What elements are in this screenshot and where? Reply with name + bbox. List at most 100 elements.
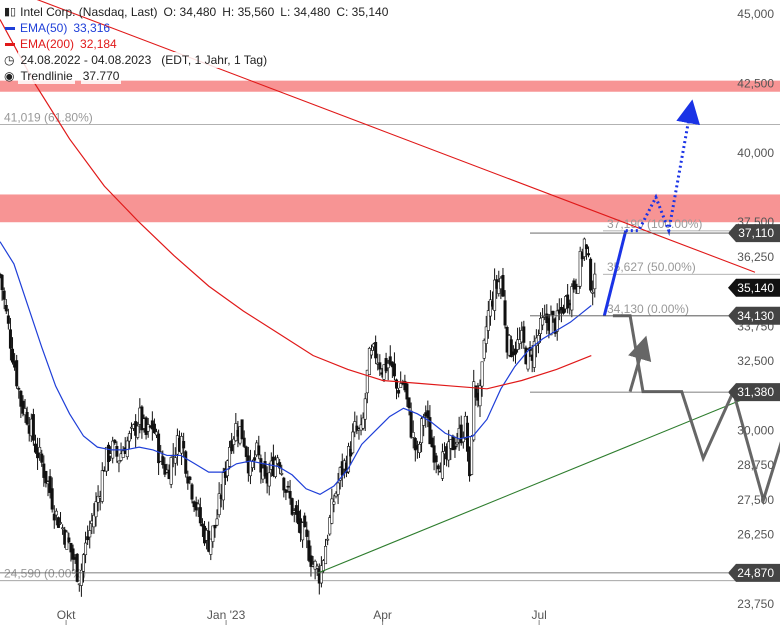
candle-body	[2, 290, 6, 300]
candle-body	[0, 273, 2, 276]
candle-body	[52, 513, 56, 521]
candle-body	[81, 554, 85, 572]
candle-body	[284, 489, 288, 493]
candle-body	[44, 470, 48, 484]
fib-label-4: 24,590 (0.00%)	[4, 567, 86, 581]
interval: (EDT, 1 Jahr, 1 Tag)	[159, 52, 270, 68]
candle-body	[309, 555, 313, 567]
candle-body	[324, 545, 328, 565]
candle-body	[211, 525, 215, 542]
candle-body	[48, 476, 52, 493]
candle-body	[117, 460, 121, 464]
price-tag-label-4: 24,870	[737, 566, 774, 580]
candle-body	[36, 448, 40, 459]
candle-body	[363, 398, 367, 420]
price-tag-label-1: 35,140	[737, 281, 774, 295]
y-tick-12: 23,750	[737, 597, 774, 611]
legend-range-row: ◷ 24.08.2022 - 04.08.2023 (EDT, 1 Jahr, …	[4, 52, 388, 68]
candle-body	[127, 433, 131, 442]
candle-body	[217, 493, 221, 516]
candle-body	[355, 425, 359, 431]
projections	[602, 99, 780, 506]
candle-body	[50, 488, 54, 510]
price-tag-0	[728, 224, 780, 243]
candle-body	[6, 315, 10, 324]
candle-body	[347, 446, 351, 473]
candle-body	[59, 522, 63, 524]
high-value: H: 35,560	[222, 5, 275, 19]
fib-label-1: 37,190 (100.00%)	[607, 217, 702, 231]
candle-body	[67, 537, 71, 543]
candle-body	[301, 522, 305, 541]
candle-body	[516, 339, 520, 350]
candle-body	[307, 540, 311, 561]
y-tick-10: 26,250	[737, 528, 774, 542]
candle-body	[526, 349, 530, 370]
candle-body	[113, 439, 117, 444]
candle-body	[263, 461, 267, 477]
candle-body	[584, 244, 588, 250]
candle-body	[589, 258, 593, 291]
candle-body	[244, 446, 248, 457]
candle-body	[570, 286, 574, 311]
price-tag-label-3: 31,380	[737, 385, 774, 399]
candle-body	[15, 360, 19, 387]
candle-body	[146, 424, 150, 432]
candle-body	[315, 565, 319, 569]
trendlines	[36, 0, 756, 574]
candle-body	[388, 356, 392, 365]
candle-body	[23, 408, 27, 416]
instrument-name: Intel Corp. (Nasdaq, Last)	[20, 5, 158, 19]
clock-icon: ◷	[4, 53, 15, 67]
legend-ema50-row: EMA(50) 33,316	[4, 20, 388, 36]
candle-body	[405, 383, 409, 400]
x-axis: Okt Jan '23 Apr Jul	[57, 608, 547, 625]
candle-body	[259, 458, 263, 473]
candle-body	[578, 251, 582, 287]
candle-body	[230, 440, 234, 452]
y-tick-8: 28,750	[737, 458, 774, 472]
ema50-swatch	[5, 26, 15, 30]
trend-value: 37.770	[80, 68, 122, 84]
candle-body	[8, 329, 12, 349]
target-icon: ◉	[4, 69, 15, 83]
candle-body	[294, 505, 298, 515]
candle-body	[240, 419, 244, 440]
candle-body	[115, 445, 119, 457]
ema200-line	[0, 19, 592, 390]
x-tick-3: Jul	[531, 608, 546, 622]
candle-body	[17, 388, 21, 390]
ema50-label: EMA(50)	[20, 21, 68, 35]
y-tick-9: 27,500	[737, 493, 774, 507]
candle-body	[257, 445, 261, 456]
y-tick-6: 32,500	[737, 354, 774, 368]
candle-body	[86, 536, 90, 541]
candle-body	[509, 339, 513, 358]
candle-body	[92, 514, 96, 528]
candle-body	[453, 445, 457, 450]
candle-body	[522, 326, 526, 343]
ema200-label: EMA(200)	[20, 37, 75, 51]
price-tag-4	[728, 563, 780, 582]
fibonacci-levels: 41,019 (61.80%) 37,190 (100.00%) 35,627 (5…	[0, 111, 780, 582]
candle-body	[397, 390, 401, 394]
candle-body	[474, 385, 478, 398]
candle-body	[157, 433, 161, 464]
candle-body	[169, 457, 173, 485]
candlesticks	[0, 237, 597, 597]
candle-body	[336, 482, 340, 495]
price-tag-1	[728, 278, 780, 297]
candle-body	[440, 451, 444, 479]
resistance-zone-0	[0, 80, 780, 92]
candle-body	[288, 490, 292, 499]
candle-body	[549, 314, 553, 336]
candle-body	[11, 348, 15, 363]
bullish-projection-dotted	[625, 99, 700, 237]
y-tick-1: 42,500	[737, 76, 774, 90]
candle-body	[561, 307, 565, 314]
candle-body	[332, 501, 336, 505]
candle-body	[532, 341, 536, 368]
candle-body	[576, 286, 580, 294]
candle-body	[541, 317, 545, 326]
candle-body	[566, 294, 570, 309]
